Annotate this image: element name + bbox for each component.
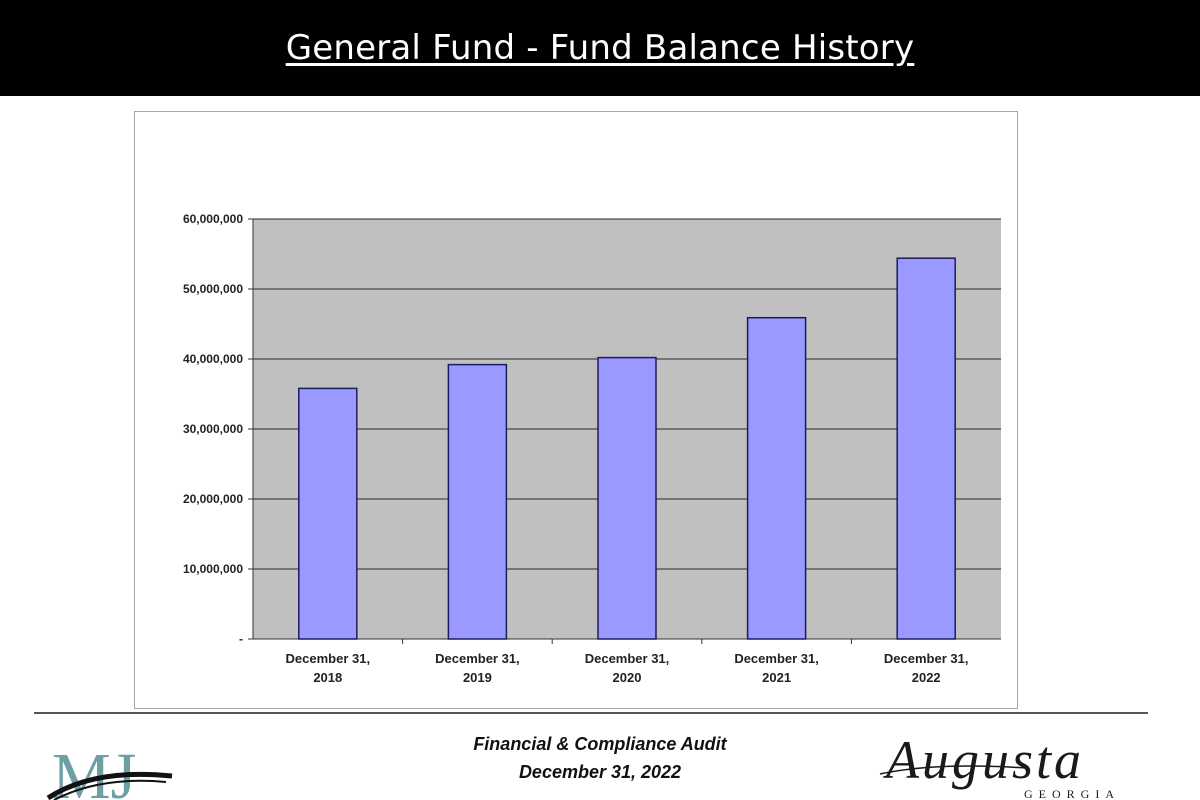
y-tick-label: 50,000,000 xyxy=(183,282,243,296)
x-tick-label: December 31, xyxy=(585,651,670,666)
bar xyxy=(597,356,657,640)
bar-chart: - 10,000,000 20,000,000 30,000,000 40,000,00… xyxy=(183,212,1001,685)
augusta-logo-script: Augusta xyxy=(883,730,1084,790)
x-tick-label: 2021 xyxy=(762,670,791,685)
x-tick-label: December 31, xyxy=(435,651,520,666)
bar xyxy=(896,257,956,640)
firm-logo-icon: MJ xyxy=(46,740,173,800)
bar xyxy=(746,316,807,640)
x-tick-label: 2020 xyxy=(613,670,642,685)
footer-audit-title: Financial & Compliance Audit xyxy=(473,734,727,754)
bar xyxy=(298,387,358,640)
y-tick-label: 20,000,000 xyxy=(183,492,243,506)
augusta-logo-state: GEORGIA xyxy=(1024,787,1120,800)
footer-audit-date: December 31, 2022 xyxy=(518,762,682,782)
x-tick-label: December 31, xyxy=(734,651,819,666)
y-tick-label: 60,000,000 xyxy=(183,212,243,226)
title-bar: General Fund - Fund Balance History xyxy=(0,0,1200,96)
slide-title: General Fund - Fund Balance History xyxy=(285,28,915,68)
y-tick-label: 10,000,000 xyxy=(183,562,243,576)
x-tick-label: December 31, xyxy=(884,651,969,666)
y-tick-label: 40,000,000 xyxy=(183,352,243,366)
x-tick-label: 2022 xyxy=(912,670,941,685)
augusta-georgia-logo-icon: Augusta GEORGIA xyxy=(879,730,1120,800)
x-tick-label: 2018 xyxy=(313,670,342,685)
x-tick-label: 2019 xyxy=(463,670,492,685)
y-tick-label: 30,000,000 xyxy=(183,422,243,436)
bar xyxy=(447,363,508,640)
footer-divider xyxy=(34,712,1148,714)
x-tick-label: December 31, xyxy=(286,651,371,666)
y-tick-label: - xyxy=(239,632,243,646)
chart-frame: - 10,000,000 20,000,000 30,000,000 40,000,00… xyxy=(134,111,1018,709)
